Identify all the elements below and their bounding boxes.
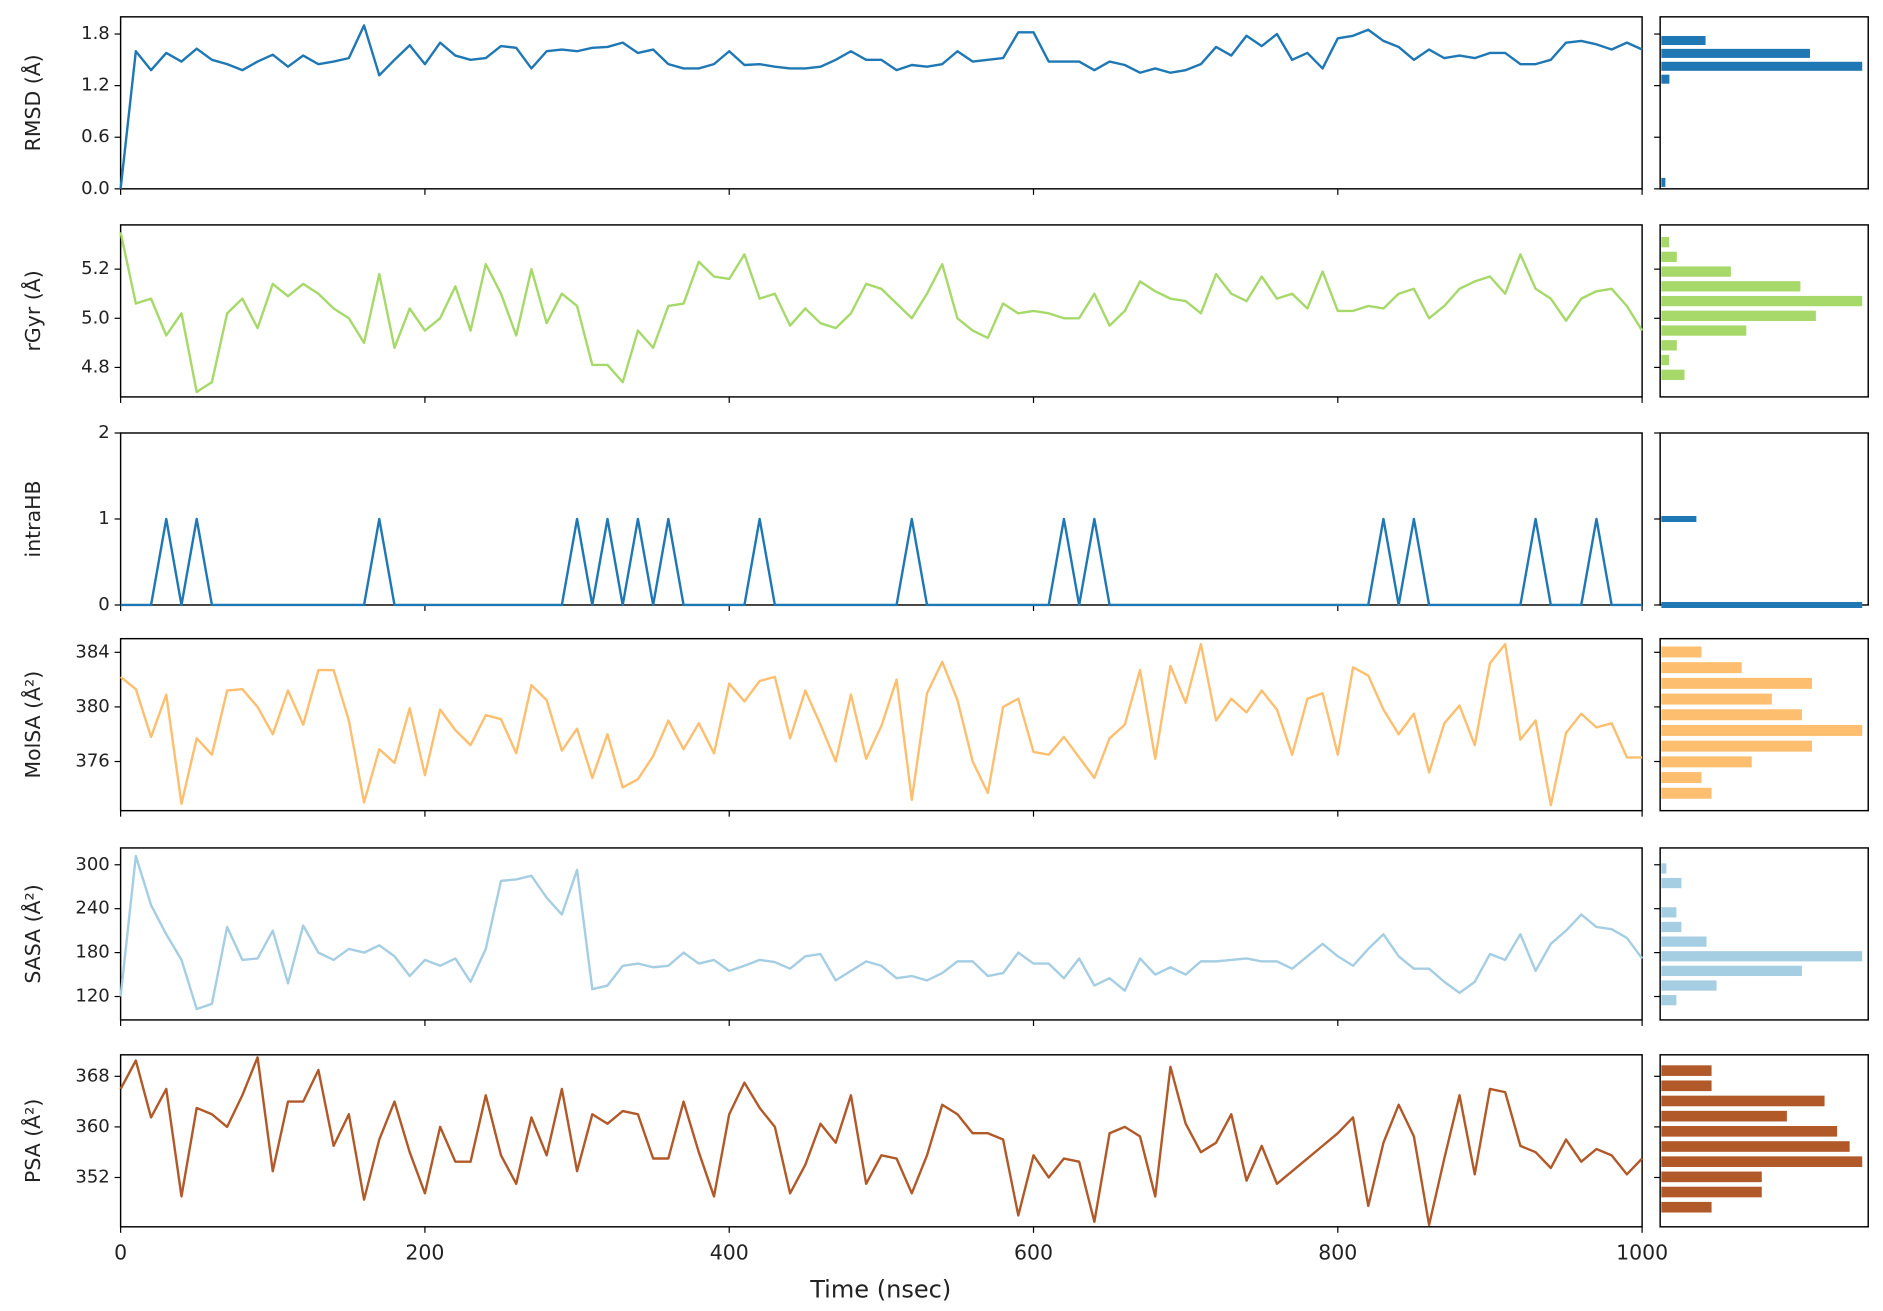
histogram-bar: [1661, 1095, 1825, 1107]
histogram-bar: [1661, 1186, 1762, 1198]
histogram-bar: [1661, 236, 1670, 248]
y-axis-label: SASA (Å²): [19, 884, 45, 983]
y-axis-label: PSA (Å²): [19, 1099, 45, 1183]
histogram-bar: [1661, 1065, 1712, 1076]
histogram-bar: [1661, 646, 1702, 658]
histogram-bar: [1661, 787, 1712, 799]
histogram-bar: [1661, 1201, 1712, 1213]
x-tick-label: 0: [114, 1240, 127, 1264]
histogram-bar: [1661, 61, 1863, 71]
y-tick-label: 0: [98, 594, 109, 615]
histogram-bar: [1661, 515, 1697, 522]
data-line: [120, 517, 1643, 607]
y-tick-label: 368: [75, 1065, 109, 1086]
y-tick-label: 240: [75, 898, 109, 919]
histogram-bar: [1661, 1141, 1850, 1152]
histogram-bar: [1661, 369, 1685, 380]
plot-frame: [119, 1054, 1643, 1228]
y-tick-label: 1.2: [81, 75, 110, 96]
histogram-bar: [1661, 340, 1677, 351]
histogram-bar: [1661, 1080, 1712, 1092]
histogram-bar: [1661, 1126, 1838, 1137]
y-axis-label: MolSA (Å²): [19, 671, 45, 779]
y-tick-label: 4.8: [81, 356, 110, 377]
histogram-bar: [1661, 295, 1863, 307]
histogram-bar: [1661, 995, 1677, 1006]
y-tick-label: 5.2: [81, 258, 110, 279]
x-tick-label: 400: [710, 1240, 749, 1264]
histogram-bar: [1661, 251, 1677, 263]
data-line: [119, 232, 1644, 394]
y-tick-label: 5.0: [81, 307, 110, 328]
data-line: [119, 854, 1644, 1011]
y-tick-label: 2: [98, 422, 109, 443]
y-tick-label: 1: [98, 508, 109, 529]
y-tick-label: 0.0: [81, 178, 110, 199]
histogram-bar: [1661, 951, 1863, 962]
histogram-bar: [1661, 740, 1812, 752]
x-tick-label: 1000: [1616, 1240, 1668, 1264]
histogram-bar: [1661, 863, 1667, 874]
y-tick-label: 352: [75, 1166, 109, 1187]
histogram-bar: [1661, 965, 1802, 977]
y-tick-label: 360: [75, 1116, 109, 1137]
histogram-bar: [1661, 756, 1752, 768]
histogram-bar: [1661, 35, 1706, 46]
y-axis-label: rGyr (Å): [19, 270, 45, 351]
histogram-frame: [1659, 16, 1869, 190]
plot-frame: [119, 847, 1643, 1021]
histogram-bar: [1661, 921, 1682, 933]
histogram-bar: [1661, 177, 1666, 187]
histogram-bar: [1661, 724, 1863, 736]
histogram-bar: [1661, 310, 1816, 321]
plot-frame: [119, 637, 1643, 812]
histogram-bar: [1661, 601, 1863, 608]
histogram-frame: [1659, 847, 1869, 1021]
histogram-bar: [1661, 693, 1772, 705]
histogram-bar: [1661, 772, 1702, 784]
histogram-bar: [1661, 1171, 1762, 1183]
histogram-bar: [1661, 662, 1742, 674]
histogram-bar: [1661, 325, 1747, 336]
y-tick-label: 376: [75, 751, 109, 772]
y-tick-label: 1.8: [81, 23, 110, 44]
histogram-bar: [1661, 980, 1717, 991]
histogram-bar: [1661, 354, 1670, 366]
histogram-frame: [1659, 1054, 1869, 1228]
y-tick-label: 180: [75, 942, 109, 963]
y-axis-label: intraHB: [21, 481, 45, 558]
histogram-frame: [1659, 224, 1869, 398]
histogram-bar: [1661, 907, 1677, 918]
x-axis-label: Time (nsec): [809, 1276, 951, 1304]
y-tick-label: 384: [75, 641, 109, 662]
data-line: [119, 1056, 1643, 1227]
x-tick-label: 600: [1014, 1240, 1053, 1264]
histogram-bar: [1661, 266, 1731, 277]
y-tick-label: 300: [75, 854, 109, 875]
plot-frame: [119, 224, 1643, 398]
x-tick-label: 800: [1318, 1240, 1357, 1264]
y-tick-label: 120: [75, 986, 109, 1007]
y-tick-label: 0.6: [81, 126, 110, 147]
histogram-bar: [1661, 74, 1670, 84]
histogram-bar: [1661, 1156, 1863, 1167]
histogram-bar: [1661, 936, 1707, 947]
histogram-bar: [1661, 677, 1812, 689]
histogram-bar: [1661, 877, 1682, 889]
histogram-bar: [1661, 1110, 1787, 1122]
data-line: [119, 642, 1643, 807]
y-tick-label: 380: [75, 696, 109, 717]
histogram-bar: [1661, 48, 1810, 58]
plot-frame: [119, 16, 1643, 190]
data-line: [119, 24, 1643, 189]
y-axis-label: RMSD (Å): [19, 54, 45, 151]
histogram-bar: [1661, 281, 1801, 292]
histogram-bar: [1661, 709, 1802, 721]
x-tick-label: 200: [405, 1240, 444, 1264]
histogram-frame: [1659, 637, 1869, 812]
